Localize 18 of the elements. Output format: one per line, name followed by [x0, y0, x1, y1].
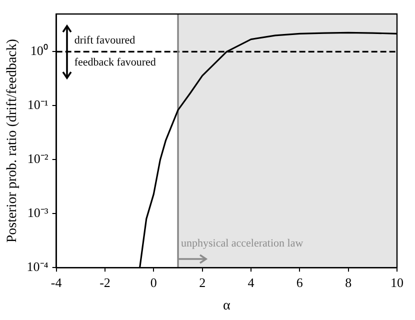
y-tick-label: 10⁻¹ — [27, 97, 48, 112]
x-tick-label: 2 — [199, 274, 206, 290]
x-axis-title: α — [222, 298, 231, 314]
y-tick-label: 10⁰ — [30, 43, 48, 58]
annotation: drift favoured — [74, 34, 136, 47]
x-tick-label: 8 — [345, 274, 352, 290]
x-tick-label: 10 — [390, 274, 404, 290]
y-axis-title: Posterior prob. ratio (drift/feedback) — [5, 38, 20, 243]
x-tick-label: 4 — [248, 274, 255, 290]
x-tick-label: -4 — [50, 274, 62, 290]
x-tick-label: 6 — [296, 274, 304, 290]
x-tick-label: 0 — [150, 274, 157, 290]
annotation: feedback favoured — [74, 56, 156, 69]
y-tick-label: 10⁻³ — [27, 205, 48, 220]
annotation: unphysical acceleration law — [181, 238, 304, 250]
x-tick-label: -2 — [100, 274, 110, 290]
y-tick-label: 10⁻⁴ — [26, 259, 49, 274]
y-tick-label: 10⁻² — [27, 151, 48, 166]
